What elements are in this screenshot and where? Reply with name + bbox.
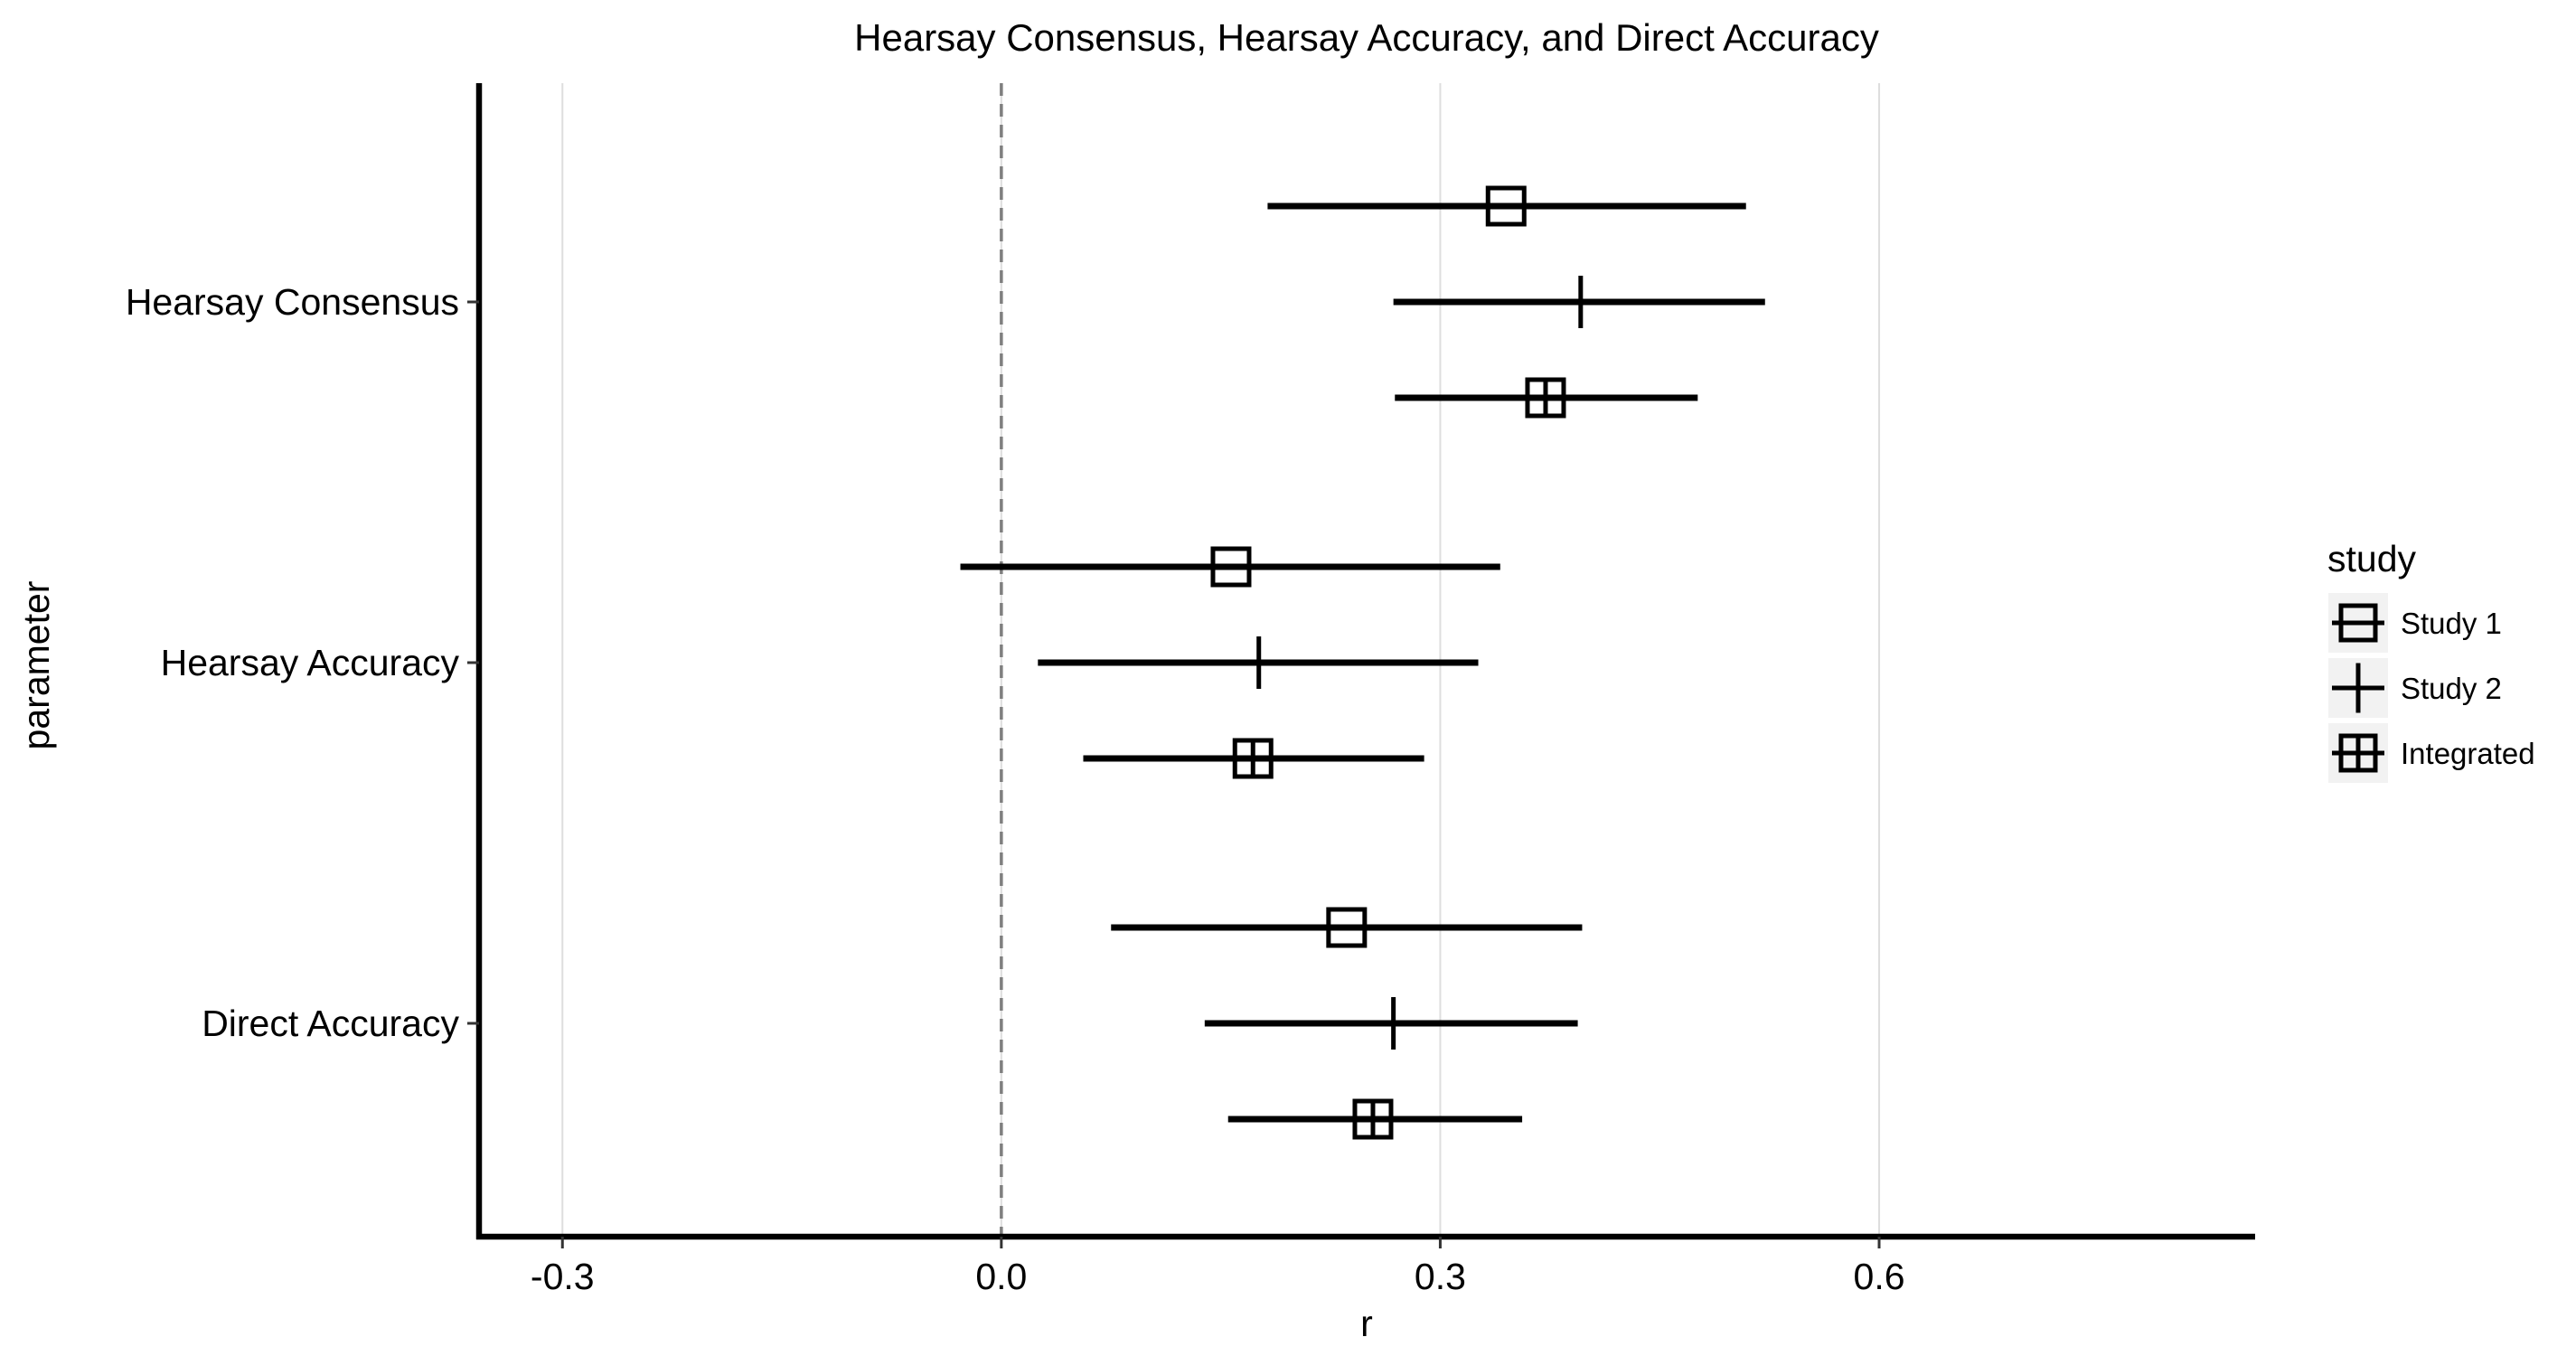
data-marks <box>960 185 1765 1140</box>
legend-title: study <box>2327 538 2416 579</box>
legend: study Study 1 Study 2 Integrated <box>2327 538 2535 783</box>
x-axis-label: r <box>1360 1303 1373 1344</box>
x-tick-label: 0.0 <box>975 1256 1027 1297</box>
legend-key-study-1 <box>2332 603 2384 643</box>
point-hearsay-consensus-integrated <box>1525 377 1566 419</box>
y-axis-label: parameter <box>15 581 57 750</box>
point-direct-accuracy-integrated <box>1352 1098 1394 1140</box>
y-tick-label: Hearsay Accuracy <box>161 642 460 683</box>
point-hearsay-consensus-study-1 <box>1485 185 1527 227</box>
legend-marker <box>2338 733 2378 773</box>
point-direct-accuracy-study-1 <box>1326 907 1368 948</box>
x-tick-label: 0.6 <box>1854 1256 1905 1297</box>
point-hearsay-accuracy-study-1 <box>1210 546 1252 588</box>
tick-labels: -0.3 0.0 0.3 0.6 Hearsay Consensus Hearsay Ac… <box>126 281 1905 1297</box>
x-tick-label: 0.3 <box>1415 1256 1466 1297</box>
legend-entry-label: Study 2 <box>2401 672 2502 705</box>
legend-entry-label: Study 1 <box>2401 607 2502 640</box>
legend-marker <box>2338 603 2378 643</box>
axes <box>467 83 2255 1248</box>
y-tick-label: Direct Accuracy <box>202 1003 459 1044</box>
y-tick-label: Hearsay Consensus <box>126 281 459 323</box>
legend-entry-label: Integrated <box>2401 737 2535 770</box>
chart-title: Hearsay Consensus, Hearsay Accuracy, and… <box>854 16 1879 59</box>
x-tick-label: -0.3 <box>531 1256 595 1297</box>
legend-key-integrated <box>2332 733 2384 773</box>
point-hearsay-accuracy-integrated <box>1232 738 1274 779</box>
legend-key-study-2 <box>2332 663 2384 713</box>
